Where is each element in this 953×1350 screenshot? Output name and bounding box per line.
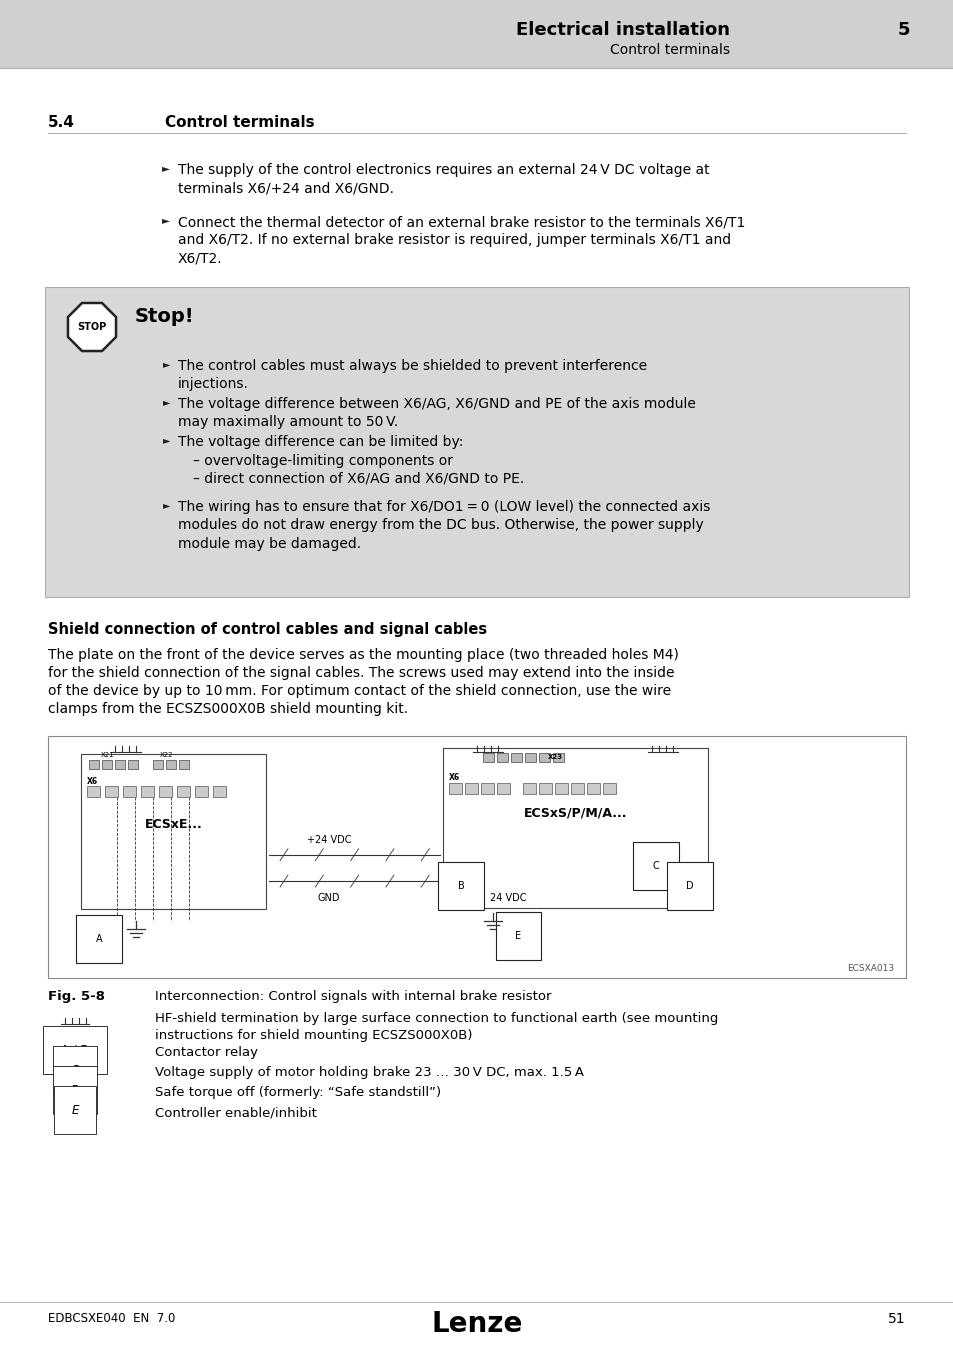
Text: Shield connection of control cables and signal cables: Shield connection of control cables and …	[48, 622, 487, 637]
Text: Control terminals: Control terminals	[165, 115, 314, 130]
FancyBboxPatch shape	[141, 786, 153, 796]
FancyBboxPatch shape	[449, 783, 462, 794]
FancyBboxPatch shape	[152, 760, 163, 770]
FancyBboxPatch shape	[538, 783, 552, 794]
Text: for the shield connection of the signal cables. The screws used may extend into : for the shield connection of the signal …	[48, 666, 674, 680]
Text: clamps from the ECSZS000X0B shield mounting kit.: clamps from the ECSZS000X0B shield mount…	[48, 702, 408, 716]
FancyBboxPatch shape	[483, 753, 494, 761]
Text: ECSXA013: ECSXA013	[846, 964, 893, 973]
Text: – overvoltage-limiting components or: – overvoltage-limiting components or	[193, 454, 453, 468]
FancyBboxPatch shape	[194, 786, 208, 796]
Text: GND: GND	[317, 894, 340, 903]
Text: A: A	[95, 934, 102, 944]
FancyBboxPatch shape	[166, 760, 175, 770]
Text: – direct connection of X6/AG and X6/GND to PE.: – direct connection of X6/AG and X6/GND …	[193, 472, 524, 486]
Text: The wiring has to ensure that for X6/DO1 = 0 (LOW level) the connected axis
modu: The wiring has to ensure that for X6/DO1…	[178, 500, 710, 551]
Text: E: E	[71, 1103, 78, 1116]
FancyBboxPatch shape	[571, 783, 583, 794]
FancyBboxPatch shape	[45, 288, 908, 597]
Text: ►: ►	[163, 500, 171, 510]
Text: terminals X6/+24 and X6/GND.: terminals X6/+24 and X6/GND.	[178, 181, 394, 194]
Text: ►: ►	[163, 435, 171, 446]
Text: Contactor relay: Contactor relay	[154, 1046, 257, 1058]
FancyBboxPatch shape	[0, 68, 953, 1350]
FancyBboxPatch shape	[480, 783, 494, 794]
FancyBboxPatch shape	[105, 786, 118, 796]
FancyBboxPatch shape	[115, 760, 125, 770]
Text: EDBCSXE040  EN  7.0: EDBCSXE040 EN 7.0	[48, 1312, 175, 1324]
FancyBboxPatch shape	[525, 753, 536, 761]
Text: of the device by up to 10 mm. For optimum contact of the shield connection, use : of the device by up to 10 mm. For optimu…	[48, 684, 670, 698]
Text: Interconnection: Control signals with internal brake resistor: Interconnection: Control signals with in…	[154, 990, 551, 1003]
Text: ECSxS/P/M/A...: ECSxS/P/M/A...	[523, 806, 627, 819]
Text: C: C	[71, 1064, 79, 1076]
Text: Safe torque off (formerly: “Safe standstill”): Safe torque off (formerly: “Safe standst…	[154, 1085, 440, 1099]
FancyBboxPatch shape	[602, 783, 616, 794]
Text: Electrical installation: Electrical installation	[516, 22, 729, 39]
Polygon shape	[68, 302, 116, 351]
Text: Stop!: Stop!	[135, 306, 194, 325]
FancyBboxPatch shape	[177, 786, 190, 796]
FancyBboxPatch shape	[497, 753, 508, 761]
Text: D: D	[71, 1084, 79, 1096]
Text: Control terminals: Control terminals	[609, 43, 729, 57]
Text: The control cables must always be shielded to prevent interference
injections.: The control cables must always be shield…	[178, 359, 646, 392]
FancyBboxPatch shape	[213, 786, 226, 796]
Text: ECSxE...: ECSxE...	[145, 818, 202, 830]
FancyBboxPatch shape	[0, 0, 953, 68]
FancyBboxPatch shape	[587, 783, 599, 794]
Text: Fig. 5-8: Fig. 5-8	[48, 990, 105, 1003]
Text: The supply of the control electronics requires an external 24 V DC voltage at: The supply of the control electronics re…	[178, 163, 709, 177]
Text: C: C	[652, 861, 659, 871]
Text: Controller enable/inhibit: Controller enable/inhibit	[154, 1106, 316, 1119]
FancyBboxPatch shape	[522, 783, 536, 794]
FancyBboxPatch shape	[555, 783, 568, 794]
FancyBboxPatch shape	[159, 786, 172, 796]
FancyBboxPatch shape	[443, 748, 707, 909]
FancyBboxPatch shape	[538, 753, 550, 761]
Text: STOP: STOP	[77, 323, 107, 332]
Text: ►: ►	[163, 397, 171, 406]
FancyBboxPatch shape	[497, 783, 510, 794]
FancyBboxPatch shape	[123, 786, 136, 796]
Text: E: E	[515, 931, 520, 941]
Text: ►: ►	[162, 215, 170, 225]
FancyBboxPatch shape	[87, 786, 100, 796]
Text: X6/T2.: X6/T2.	[178, 251, 222, 265]
Text: Lenze: Lenze	[431, 1310, 522, 1338]
Text: and X6/T2. If no external brake resistor is required, jumper terminals X6/T1 and: and X6/T2. If no external brake resistor…	[178, 234, 730, 247]
Text: +24 VDC: +24 VDC	[306, 834, 351, 845]
Text: X21: X21	[101, 752, 114, 757]
FancyBboxPatch shape	[89, 760, 99, 770]
FancyBboxPatch shape	[102, 760, 112, 770]
Text: 5.4: 5.4	[48, 115, 74, 130]
Text: ►: ►	[162, 163, 170, 173]
FancyBboxPatch shape	[553, 753, 563, 761]
Text: X6: X6	[87, 776, 98, 786]
Text: A / B: A / B	[61, 1044, 89, 1057]
FancyBboxPatch shape	[511, 753, 521, 761]
Text: 51: 51	[887, 1312, 905, 1326]
Text: X23: X23	[548, 755, 562, 760]
FancyBboxPatch shape	[465, 783, 477, 794]
Text: B: B	[457, 882, 464, 891]
Text: X6: X6	[449, 774, 460, 783]
Text: ►: ►	[163, 359, 171, 369]
Text: Voltage supply of motor holding brake 23 … 30 V DC, max. 1.5 A: Voltage supply of motor holding brake 23…	[154, 1066, 583, 1079]
Text: The voltage difference between X6/AG, X6/GND and PE of the axis module
may maxim: The voltage difference between X6/AG, X6…	[178, 397, 695, 429]
Text: The plate on the front of the device serves as the mounting place (two threaded : The plate on the front of the device ser…	[48, 648, 679, 662]
FancyBboxPatch shape	[48, 736, 905, 977]
Text: Connect the thermal detector of an external brake resistor to the terminals X6/T: Connect the thermal detector of an exter…	[178, 215, 744, 230]
Text: 5: 5	[897, 22, 909, 39]
Text: HF-shield termination by large surface connection to functional earth (see mount: HF-shield termination by large surface c…	[154, 1012, 718, 1042]
Text: 24 VDC: 24 VDC	[490, 894, 526, 903]
Text: D: D	[686, 882, 694, 891]
Text: X22: X22	[160, 752, 173, 757]
FancyBboxPatch shape	[81, 755, 266, 909]
Text: The voltage difference can be limited by:: The voltage difference can be limited by…	[178, 435, 463, 450]
FancyBboxPatch shape	[179, 760, 189, 770]
FancyBboxPatch shape	[128, 760, 138, 770]
